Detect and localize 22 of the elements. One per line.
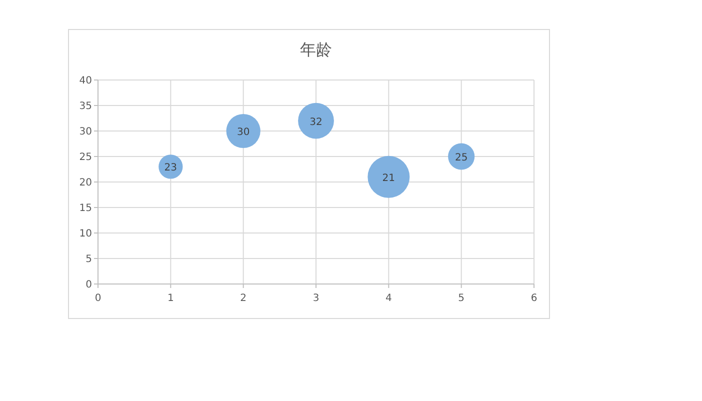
data-label: 23 <box>164 162 178 174</box>
y-tick-label: 40 <box>79 76 92 86</box>
y-tick-label: 15 <box>79 203 92 214</box>
x-tick-label: 5 <box>458 293 465 304</box>
y-tick-label: 5 <box>86 254 92 265</box>
y-tick-label: 10 <box>79 228 92 240</box>
data-label: 30 <box>236 127 250 138</box>
data-label: 21 <box>382 172 396 184</box>
x-tick-label: 2 <box>240 293 247 304</box>
data-label: 32 <box>310 116 322 128</box>
x-tick-label: 3 <box>312 293 320 304</box>
y-tick-label: 35 <box>79 101 92 112</box>
x-tick-label: 6 <box>530 293 538 304</box>
data-label: 25 <box>454 152 468 164</box>
x-tick-label: 1 <box>167 293 174 304</box>
y-tick-label: 30 <box>79 126 92 138</box>
y-tick-label: 20 <box>79 178 92 188</box>
y-tick-label: 0 <box>86 280 92 290</box>
x-tick-label: 4 <box>385 293 392 304</box>
x-tick-label: 0 <box>94 293 102 304</box>
y-tick-label: 25 <box>79 152 92 163</box>
chart-title: 年龄 <box>300 42 332 59</box>
